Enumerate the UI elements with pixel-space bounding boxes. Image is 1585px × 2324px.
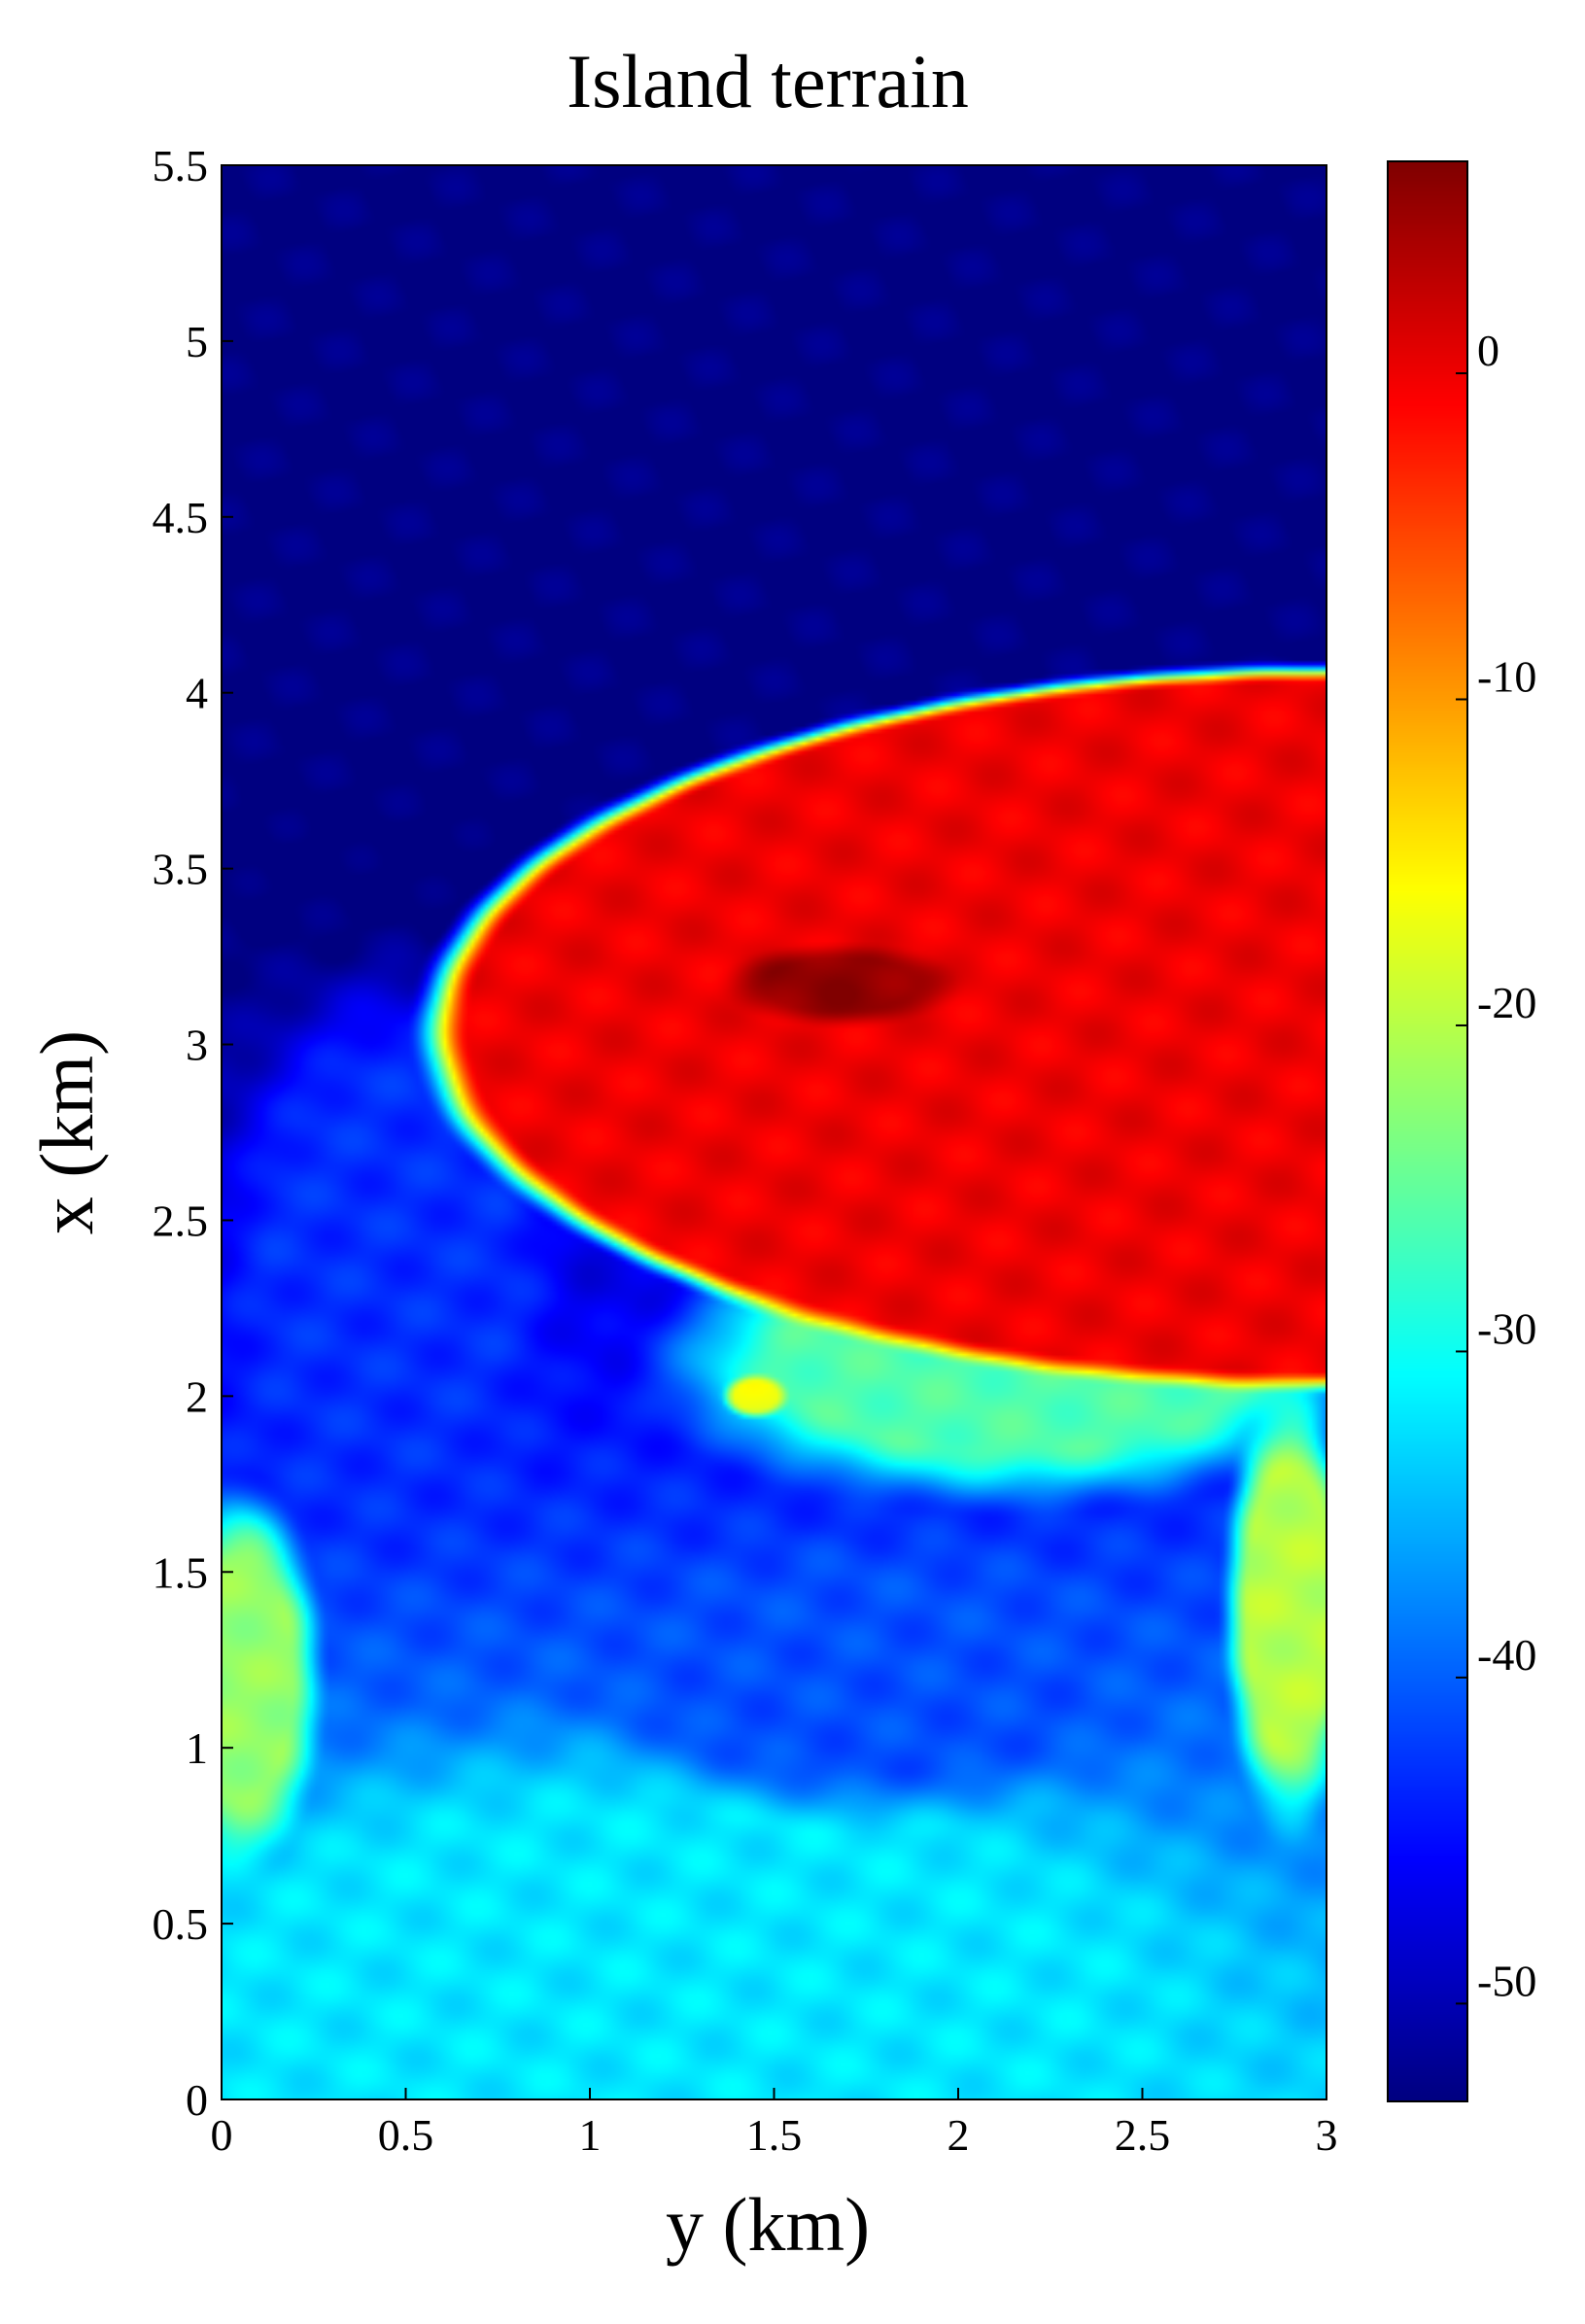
colorbar-gradient xyxy=(1388,161,1467,2101)
y-axis-ticks: 0 0.5 1 1.5 2 2.5 3 3.5 4 4.5 5 5.5 xyxy=(153,141,233,2125)
x-tick-label: 1 xyxy=(579,2110,602,2160)
y-tick-label: 3.5 xyxy=(153,845,209,894)
y-tick-label: 3 xyxy=(186,1021,208,1070)
x-axis-label: y (km) xyxy=(666,2182,870,2267)
x-tick-label: 3 xyxy=(1316,2110,1338,2160)
y-tick-label: 2.5 xyxy=(153,1196,209,1245)
colorbar-frame xyxy=(1387,160,1468,2102)
heatmap-image xyxy=(222,165,1327,2099)
x-axis-ticks: 0 0.5 1 1.5 2 2.5 3 xyxy=(211,2088,1338,2160)
chart-title: Island terrain xyxy=(567,39,969,123)
y-tick-label: 1.5 xyxy=(153,1547,209,1597)
x-tick-label: 2.5 xyxy=(1115,2110,1171,2160)
colorbar-tick-label: 0 xyxy=(1477,326,1499,375)
y-tick-label: 0.5 xyxy=(153,1899,209,1949)
y-tick-label: 5.5 xyxy=(153,141,209,191)
x-tick-label: 1.5 xyxy=(746,2110,803,2160)
colorbar-tick-label: -40 xyxy=(1477,1630,1536,1680)
y-tick-label: 4.5 xyxy=(153,493,209,542)
colorbar-tick-label: -20 xyxy=(1477,978,1536,1027)
colorbar-tick-label: -50 xyxy=(1477,1956,1536,2005)
colorbar: 0 -10 -20 -30 -40 -50 xyxy=(1387,160,1536,2102)
y-tick-label: 1 xyxy=(186,1723,208,1773)
x-tick-label: 2 xyxy=(948,2110,970,2160)
x-tick-label: 0.5 xyxy=(378,2110,434,2160)
plot-area xyxy=(221,164,1327,2100)
colorbar-tick-label: -10 xyxy=(1477,652,1536,702)
x-tick-label: 0 xyxy=(211,2110,233,2160)
colorbar-ticks: 0 -10 -20 -30 -40 -50 xyxy=(1456,326,1536,2005)
y-tick-label: 5 xyxy=(186,317,208,366)
y-tick-label: 0 xyxy=(186,2075,208,2125)
y-tick-label: 4 xyxy=(186,669,208,718)
y-axis-label: x (km) xyxy=(24,1030,109,1234)
colorbar-tick-label: -30 xyxy=(1477,1303,1536,1353)
y-tick-label: 2 xyxy=(186,1371,208,1421)
